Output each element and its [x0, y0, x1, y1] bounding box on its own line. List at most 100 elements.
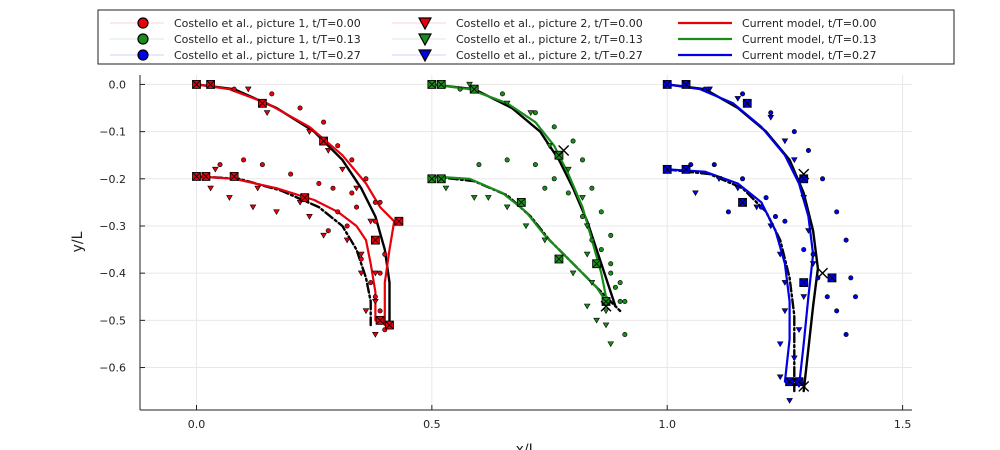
triangle-marker [781, 138, 789, 145]
triangle-marker [372, 270, 379, 277]
circle-marker [772, 214, 778, 220]
triangle-marker [565, 166, 572, 173]
circle-marker [241, 157, 247, 163]
triangle-marker [249, 204, 257, 211]
triangle-marker [781, 308, 789, 315]
x-tick-label: 1.0 [658, 418, 676, 431]
circle-marker [810, 251, 816, 257]
square-cross [319, 136, 328, 146]
circle-marker [579, 214, 585, 220]
circle-marker [297, 105, 303, 111]
square-cross [592, 259, 601, 269]
legend-triangle-swatch [417, 33, 433, 47]
model-curve-lower [666, 168, 791, 383]
cross-markers [558, 144, 829, 392]
x-tick-label: 0.0 [188, 418, 206, 431]
circle-marker [372, 199, 378, 205]
circle-marker [504, 157, 510, 163]
square-cross [394, 216, 404, 226]
square-cross [375, 316, 385, 325]
circle-marker [853, 294, 859, 300]
square-cross [385, 320, 394, 330]
y-tick-label: −0.5 [99, 314, 126, 327]
circle-marker [565, 190, 571, 196]
legend-box [97, 9, 955, 65]
triangle-marker [485, 195, 492, 201]
circle-marker [598, 209, 604, 215]
circle-marker [782, 218, 788, 224]
circle-marker [344, 223, 350, 229]
triangle-marker [734, 96, 742, 102]
triangle-marker [805, 228, 812, 234]
legend-circle-swatch [137, 49, 149, 61]
circle-marker [758, 204, 764, 210]
triangle-marker [602, 322, 610, 329]
circle-marker [725, 209, 731, 215]
triangle-marker [781, 280, 789, 286]
square-cross [192, 80, 201, 89]
triangle-marker [579, 195, 586, 201]
circle-marker [372, 294, 378, 300]
model-curve-upper [195, 83, 396, 327]
triangle-marker [734, 185, 742, 192]
square-cross [517, 198, 526, 207]
triangle-marker [795, 327, 803, 333]
triangle-marker [593, 317, 600, 324]
plot-background [140, 75, 912, 410]
triangle-marker [466, 81, 473, 88]
triangle-marker [320, 232, 327, 239]
triangle-marker [503, 100, 511, 107]
cross-marker [798, 380, 810, 392]
circle-marker [499, 91, 505, 97]
circle-marker [622, 332, 628, 338]
triangle-marker [324, 147, 332, 154]
legend-label: Costello et al., picture 1, t/T=0.13 [174, 33, 361, 46]
legend-label: Costello et al., picture 1, t/T=0.00 [174, 17, 361, 30]
circle-marker [820, 176, 826, 182]
circle-marker [382, 251, 388, 257]
circle-marker [622, 298, 628, 304]
circle-marker [824, 294, 830, 300]
cross-marker [817, 267, 829, 279]
circle-marker [259, 162, 265, 168]
triangle-marker [607, 341, 615, 348]
picture-1-markers [217, 86, 859, 338]
y-tick-label: 0.0 [109, 78, 127, 91]
triangle-marker [442, 185, 450, 192]
square-cross [201, 172, 211, 181]
circle-marker [608, 261, 614, 267]
square-cross [681, 80, 691, 89]
circle-marker [377, 270, 383, 276]
legend-triangle-swatch [417, 49, 433, 63]
triangle-marker [254, 185, 262, 192]
circle-marker [791, 129, 797, 135]
circle-marker [834, 209, 840, 215]
triangle-marker [343, 237, 351, 244]
triangle-marker [503, 204, 511, 211]
square-cross [742, 99, 752, 108]
triangle-marker [767, 114, 775, 121]
circle-marker [570, 138, 576, 144]
circle-marker [377, 308, 383, 314]
circle-marker [316, 181, 322, 187]
triangle-marker [273, 209, 280, 216]
circle-marker [608, 232, 614, 238]
triangle-marker [353, 185, 360, 192]
triangle-marker [522, 223, 530, 230]
square-cross [827, 273, 837, 283]
model-curve-upper [666, 83, 815, 388]
circle-marker [372, 218, 378, 224]
triangle-marker [226, 195, 233, 201]
circle-marker [231, 86, 237, 92]
circle-marker [843, 332, 849, 338]
triangle-marker [602, 308, 610, 315]
circle-marker [598, 247, 604, 253]
circle-marker [354, 204, 360, 210]
square-cross [785, 377, 794, 386]
triangle-marker [588, 280, 596, 286]
square-cross [371, 235, 380, 245]
circle-marker [330, 185, 336, 191]
circle-marker [532, 110, 538, 116]
square-cross [258, 99, 267, 108]
